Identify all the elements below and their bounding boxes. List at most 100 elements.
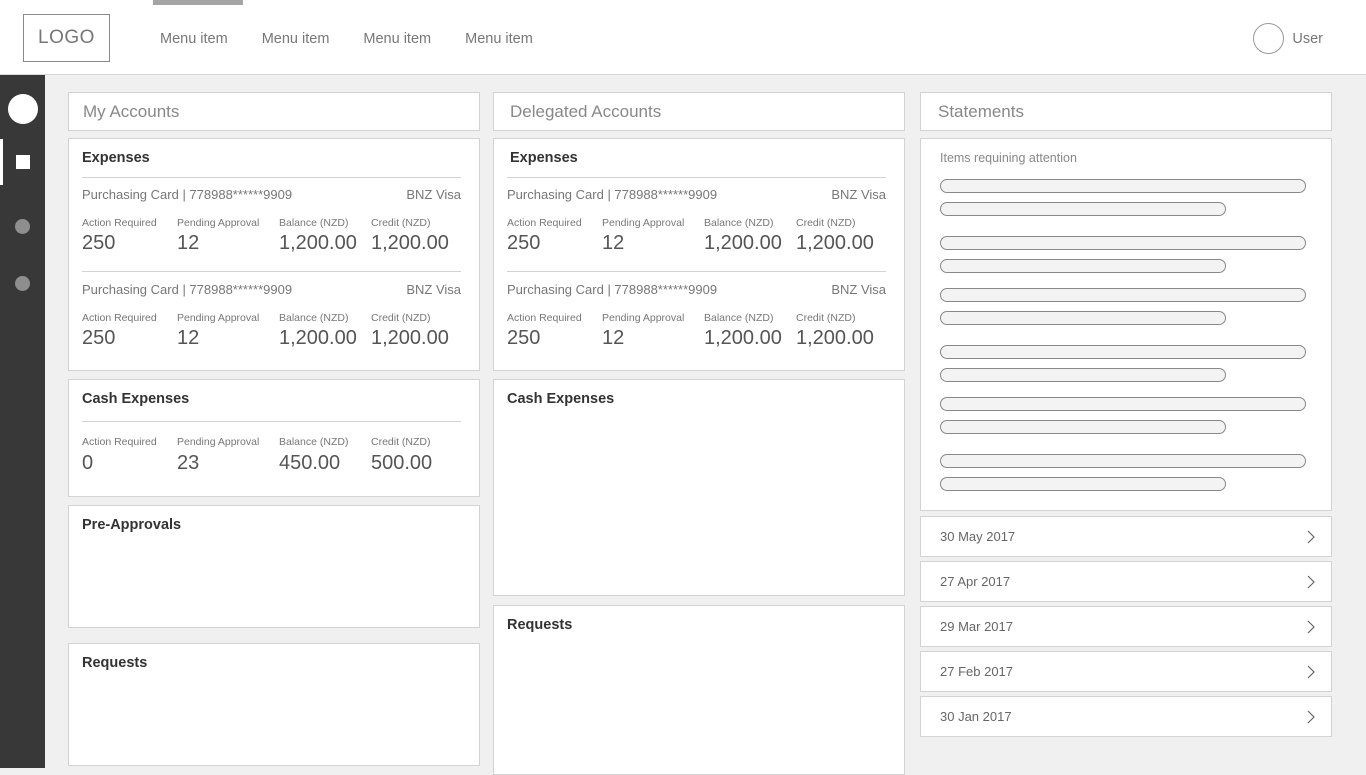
balance-value: 1,200.00 xyxy=(279,327,357,349)
chevron-right-icon xyxy=(1307,530,1315,544)
logo[interactable]: LOGO xyxy=(23,14,110,62)
balance-value: 1,200.00 xyxy=(279,232,357,254)
card-brand: BNZ Visa xyxy=(831,282,886,297)
delegated-accounts-header: Delegated Accounts xyxy=(493,92,905,131)
user-menu[interactable]: User xyxy=(1253,23,1323,54)
card-number: Purchasing Card | 778988******9909 xyxy=(507,282,718,297)
statement-date: 29 Mar 2017 xyxy=(940,619,1013,634)
delegated-expenses-title: Expenses xyxy=(510,150,578,166)
my-accounts-title: My Accounts xyxy=(83,101,180,121)
placeholder-bar xyxy=(940,345,1306,359)
card-number: Purchasing Card | 778988******9909 xyxy=(82,282,293,297)
credit-value: 1,200.00 xyxy=(796,232,874,254)
card-number: Purchasing Card | 778988******9909 xyxy=(82,187,293,202)
stat-label: Action Required xyxy=(507,217,582,229)
placeholder-bar xyxy=(940,179,1306,193)
my-cash-expenses-card: Cash Expenses Action Required Pending Ap… xyxy=(68,379,480,497)
stat-label: Action Required xyxy=(507,312,582,324)
user-name[interactable]: User xyxy=(1292,30,1323,47)
statement-date: 30 Jan 2017 xyxy=(940,709,1012,724)
placeholder-bar xyxy=(940,202,1226,216)
my-accounts-header: My Accounts xyxy=(68,92,480,131)
pending-approval-value: 12 xyxy=(602,327,625,349)
action-required-value: 250 xyxy=(507,327,541,349)
stat-label: Balance (NZD) xyxy=(279,312,349,324)
stat-label: Pending Approval xyxy=(602,217,685,229)
divider xyxy=(82,177,461,178)
top-navigation-bar: LOGO Menu item Menu item Menu item Menu … xyxy=(0,0,1366,75)
stat-label: Pending Approval xyxy=(177,436,260,448)
my-requests-title: Requests xyxy=(82,655,148,671)
sidebar-active-indicator xyxy=(0,139,3,185)
chevron-right-icon xyxy=(1307,575,1315,589)
divider xyxy=(507,271,886,272)
delegated-accounts-title: Delegated Accounts xyxy=(510,101,662,121)
statement-row[interactable]: 30 Jan 2017 xyxy=(920,696,1332,737)
statement-date: 30 May 2017 xyxy=(940,529,1016,544)
sidebar-nav-icon-3[interactable] xyxy=(0,219,45,234)
credit-value: 1,200.00 xyxy=(796,327,874,349)
stat-label: Balance (NZD) xyxy=(704,217,774,229)
avatar[interactable] xyxy=(1253,23,1285,54)
stat-label: Credit (NZD) xyxy=(371,217,431,229)
delegated-expenses-card: Expenses Purchasing Card | 778988******9… xyxy=(493,138,905,371)
stat-label: Action Required xyxy=(82,312,157,324)
statement-row[interactable]: 30 May 2017 xyxy=(920,516,1332,557)
chevron-right-icon xyxy=(1307,620,1315,634)
pre-approvals-title: Pre-Approvals xyxy=(82,517,182,533)
delegated-cash-expenses-title: Cash Expenses xyxy=(507,391,615,407)
placeholder-bar xyxy=(940,477,1226,491)
stat-label: Action Required xyxy=(82,217,157,229)
sidebar xyxy=(0,75,45,768)
card-brand: BNZ Visa xyxy=(406,187,461,202)
credit-value: 1,200.00 xyxy=(371,327,449,349)
my-expenses-title: Expenses xyxy=(82,150,150,166)
credit-value: 1,200.00 xyxy=(371,232,449,254)
pending-approval-value: 12 xyxy=(177,232,200,254)
attention-items-title: Items requining attention xyxy=(940,151,1077,165)
delegated-requests-title: Requests xyxy=(507,617,573,633)
sidebar-profile-icon[interactable] xyxy=(0,94,45,124)
statement-row[interactable]: 27 Apr 2017 xyxy=(920,561,1332,602)
placeholder-bar xyxy=(940,397,1306,411)
pending-approval-value: 12 xyxy=(602,232,625,254)
stat-label: Pending Approval xyxy=(177,312,260,324)
placeholder-bar xyxy=(940,288,1306,302)
attention-items-card: Items requining attention xyxy=(920,138,1332,511)
chevron-right-icon xyxy=(1307,710,1315,724)
chevron-right-icon xyxy=(1307,665,1315,679)
balance-value: 450.00 xyxy=(279,452,341,474)
stat-label: Credit (NZD) xyxy=(371,436,431,448)
statement-row[interactable]: 27 Feb 2017 xyxy=(920,651,1332,692)
stat-label: Credit (NZD) xyxy=(371,312,431,324)
menu-item-3[interactable]: Menu item xyxy=(363,31,432,47)
balance-value: 1,200.00 xyxy=(704,327,782,349)
menu-item-2[interactable]: Menu item xyxy=(261,31,330,47)
card-brand: BNZ Visa xyxy=(831,187,886,202)
main-menu: Menu item Menu item Menu item Menu item xyxy=(143,0,550,75)
balance-value: 1,200.00 xyxy=(704,232,782,254)
divider xyxy=(82,271,461,272)
stat-label: Action Required xyxy=(82,436,157,448)
stat-label: Pending Approval xyxy=(602,312,685,324)
statement-row[interactable]: 29 Mar 2017 xyxy=(920,606,1332,647)
card-number: Purchasing Card | 778988******9909 xyxy=(507,187,718,202)
card-brand: BNZ Visa xyxy=(406,282,461,297)
action-required-value: 250 xyxy=(82,232,116,254)
placeholder-bar xyxy=(940,420,1226,434)
stat-label: Credit (NZD) xyxy=(796,312,856,324)
statement-date: 27 Apr 2017 xyxy=(940,574,1011,589)
sidebar-dashboard-icon[interactable] xyxy=(0,155,45,169)
menu-item-1[interactable]: Menu item xyxy=(143,0,245,75)
pending-approval-value: 23 xyxy=(177,452,200,474)
statement-date: 27 Feb 2017 xyxy=(940,664,1014,679)
stat-label: Credit (NZD) xyxy=(796,217,856,229)
sidebar-nav-icon-4[interactable] xyxy=(0,276,45,291)
placeholder-bar xyxy=(940,368,1226,382)
statements-title: Statements xyxy=(938,101,1024,121)
stat-label: Pending Approval xyxy=(177,217,260,229)
menu-item-4[interactable]: Menu item xyxy=(465,31,533,47)
statements-header: Statements xyxy=(920,92,1332,131)
action-required-value: 250 xyxy=(82,327,116,349)
delegated-cash-expenses-card: Cash Expenses xyxy=(493,379,905,596)
